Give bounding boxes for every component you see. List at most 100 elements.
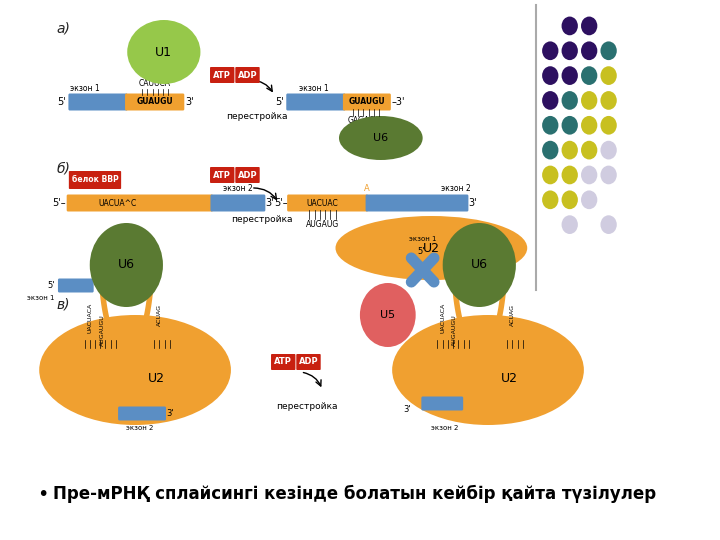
Text: ATP: ATP (213, 171, 231, 179)
Text: AUGAUGU: AUGAUGU (452, 314, 457, 346)
Text: 5': 5' (418, 247, 426, 256)
Circle shape (600, 66, 617, 85)
FancyBboxPatch shape (118, 407, 166, 421)
Circle shape (542, 116, 559, 134)
Text: U6: U6 (471, 259, 487, 272)
Text: экзон 1: экзон 1 (299, 84, 328, 93)
Text: AUGAUGU: AUGAUGU (99, 314, 104, 346)
Text: U2: U2 (423, 241, 440, 254)
Circle shape (600, 116, 617, 134)
Text: 5': 5' (48, 280, 55, 289)
Text: перестройка: перестройка (226, 112, 288, 121)
FancyBboxPatch shape (210, 67, 235, 83)
FancyBboxPatch shape (210, 167, 235, 183)
Text: 3': 3' (266, 198, 274, 208)
Circle shape (581, 66, 598, 85)
Text: экзон 1: экзон 1 (27, 295, 55, 301)
Text: ADP: ADP (238, 171, 257, 179)
Circle shape (581, 191, 598, 209)
Text: •: • (37, 484, 48, 504)
Text: в): в) (57, 298, 70, 312)
Text: экзон 2: экзон 2 (126, 425, 153, 431)
Text: GAGACA: GAGACA (348, 116, 380, 125)
Text: ADP: ADP (299, 357, 318, 367)
Circle shape (542, 91, 559, 110)
Text: ACUAG: ACUAG (510, 304, 515, 326)
Text: UACUA^C: UACUA^C (99, 199, 137, 207)
Circle shape (600, 91, 617, 110)
Circle shape (360, 283, 415, 347)
Ellipse shape (127, 20, 200, 84)
Text: экзон 2: экзон 2 (431, 425, 458, 431)
Text: ATP: ATP (213, 71, 231, 79)
Text: A: A (364, 184, 370, 193)
Text: ATP: ATP (274, 357, 292, 367)
Text: а): а) (57, 22, 71, 36)
Circle shape (443, 223, 516, 307)
Text: 5'–: 5'– (53, 198, 66, 208)
Text: 3': 3' (404, 406, 411, 415)
Circle shape (542, 166, 559, 184)
Text: U2: U2 (501, 372, 518, 384)
Circle shape (90, 223, 163, 307)
Text: U6: U6 (118, 259, 135, 272)
FancyBboxPatch shape (366, 194, 469, 212)
Text: экзон 1: экзон 1 (70, 84, 99, 93)
Ellipse shape (392, 315, 584, 425)
Circle shape (562, 116, 578, 134)
Text: GUAUGU: GUAUGU (348, 98, 385, 106)
Text: 3': 3' (166, 409, 174, 418)
FancyBboxPatch shape (235, 67, 260, 83)
Ellipse shape (336, 216, 527, 280)
Text: экзон 1: экзон 1 (409, 236, 436, 242)
Text: U1: U1 (156, 45, 172, 58)
Text: AUGAUG: AUGAUG (306, 220, 339, 229)
Ellipse shape (39, 315, 231, 425)
Text: экзон 2: экзон 2 (441, 184, 471, 193)
Circle shape (542, 191, 559, 209)
Text: экзон 2: экзон 2 (223, 184, 253, 193)
Circle shape (600, 42, 617, 60)
Text: –3': –3' (391, 97, 405, 107)
FancyBboxPatch shape (67, 194, 213, 212)
Text: UACUAC: UACUAC (307, 199, 338, 207)
FancyBboxPatch shape (69, 171, 121, 189)
Circle shape (562, 66, 578, 85)
FancyBboxPatch shape (210, 194, 266, 212)
Text: б): б) (57, 162, 71, 176)
Circle shape (581, 42, 598, 60)
Circle shape (562, 91, 578, 110)
Text: CAUUCA: CAUUCA (139, 79, 171, 88)
Text: 3': 3' (468, 198, 477, 208)
Circle shape (562, 42, 578, 60)
FancyBboxPatch shape (343, 93, 391, 111)
Text: белок BBP: белок BBP (71, 176, 118, 185)
Text: Пре-мРНҚ сплайсингі кезінде болатын кейбір қайта түзілулер: Пре-мРНҚ сплайсингі кезінде болатын кейб… (53, 485, 657, 503)
FancyBboxPatch shape (68, 93, 127, 111)
FancyBboxPatch shape (271, 354, 295, 370)
Text: ACUAG: ACUAG (157, 304, 162, 326)
Text: 3': 3' (186, 97, 194, 107)
Circle shape (562, 141, 578, 159)
Circle shape (542, 141, 559, 159)
Ellipse shape (339, 116, 423, 160)
Circle shape (542, 66, 559, 85)
Circle shape (581, 166, 598, 184)
Circle shape (562, 191, 578, 209)
Text: U2: U2 (148, 372, 166, 384)
Text: перестройка: перестройка (230, 215, 292, 224)
FancyBboxPatch shape (235, 167, 260, 183)
Text: U5: U5 (380, 310, 395, 320)
Text: 5': 5' (58, 97, 66, 107)
FancyBboxPatch shape (421, 396, 463, 410)
Circle shape (542, 42, 559, 60)
Text: U6: U6 (373, 133, 388, 143)
Text: 5'–: 5'– (274, 198, 287, 208)
FancyBboxPatch shape (58, 279, 94, 293)
Circle shape (600, 215, 617, 234)
Text: ADP: ADP (238, 71, 257, 79)
Circle shape (600, 141, 617, 159)
FancyBboxPatch shape (297, 354, 320, 370)
Circle shape (562, 215, 578, 234)
FancyBboxPatch shape (287, 194, 368, 212)
